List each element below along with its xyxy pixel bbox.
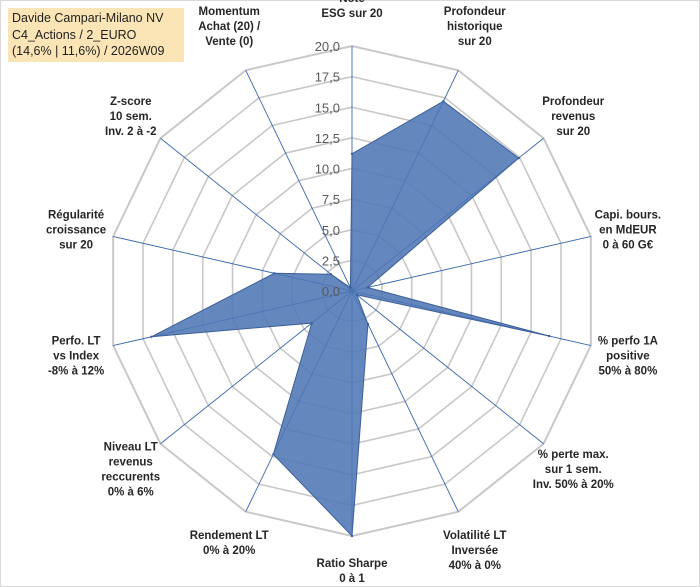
- category-label-line: 0% à 20%: [203, 545, 255, 557]
- category-label-line: Perfo. LT: [52, 335, 101, 347]
- category-label-line: Volatilité LT: [443, 530, 506, 542]
- category-label: % perte max. sur 1 sem. Inv. 50% à 20%: [533, 449, 614, 491]
- category-label-line: ESG sur 20: [321, 8, 382, 20]
- category-label-line: 0% à 6%: [108, 486, 154, 498]
- data-point: [517, 156, 520, 160]
- data-point: [150, 335, 153, 338]
- category-label-line: Vente (0): [205, 36, 253, 48]
- data-point: [442, 99, 445, 103]
- category-label-line: revenus: [551, 111, 595, 123]
- data-point: [350, 534, 354, 538]
- category-label: Capi. bours. en MdEUR 0 à 60 G€: [595, 210, 661, 252]
- category-label: % perfo 1A positive 50% à 80%: [598, 335, 658, 377]
- category-label: Profondeur historique sur 20: [444, 6, 506, 48]
- data-point: [272, 453, 275, 456]
- category-label: Niveau LT revenus reccurents 0% à 6%: [101, 441, 160, 498]
- title-line-2: C4_Actions / 2_EURO: [12, 27, 137, 42]
- category-label-line: 40% à 0%: [449, 560, 501, 572]
- title-line-3: (14,6% | 11,6%) / 2026W09: [12, 44, 165, 58]
- category-label: Z-score 10 sem. Inv. 2 à -2: [105, 96, 157, 138]
- category-label: Volatilité LT Inversée 40% à 0%: [443, 530, 506, 572]
- category-label-line: vs Index: [53, 350, 100, 362]
- category-label-line: Niveau LT: [104, 441, 158, 453]
- tick-label: 5,0: [322, 223, 340, 238]
- category-label-line: 50% à 80%: [598, 365, 657, 377]
- category-label: Rendement LT 0% à 20%: [190, 530, 269, 557]
- category-label: Momentum Achat (20) / Vente (0): [198, 6, 261, 48]
- category-label-line: % perfo 1A: [598, 335, 658, 347]
- category-label-line: Z-score: [110, 96, 152, 108]
- category-label: Perfo. LT vs Index -8% à 12%: [48, 335, 104, 377]
- title-box: Davide Campari-Milano NV C4_Actions / 2_…: [8, 8, 184, 62]
- tick-label: 0,0: [322, 284, 340, 299]
- data-point: [547, 334, 551, 338]
- axis-spoke: [351, 290, 544, 445]
- category-label-line: Ratio Sharpe: [317, 558, 388, 570]
- category-label-line: Inv. 2 à -2: [105, 126, 157, 138]
- category-label-line: Note: [339, 0, 365, 5]
- category-label-line: Profondeur: [444, 6, 506, 18]
- category-label-line: croissance: [46, 225, 106, 237]
- category-label-line: sur 20: [458, 36, 492, 48]
- category-label: Ratio Sharpe 0 à 1: [317, 558, 388, 585]
- category-label-line: 0 à 1: [339, 573, 365, 585]
- category-label-line: 10 sem.: [110, 111, 152, 123]
- data-point: [350, 152, 354, 155]
- data-point: [355, 293, 358, 297]
- axis-spoke: [160, 137, 353, 292]
- category-label-line: % perte max.: [538, 449, 609, 461]
- category-label-line: en MdEUR: [599, 225, 657, 237]
- category-label-line: sur 1 sem.: [545, 464, 602, 476]
- data-point: [273, 272, 276, 275]
- series-area: [151, 100, 550, 538]
- category-label-line: sur 20: [556, 126, 590, 138]
- tick-label: 17,5: [315, 70, 340, 85]
- data-point: [329, 272, 333, 276]
- axis-spoke: [245, 70, 353, 292]
- category-label-line: -8% à 12%: [48, 365, 104, 377]
- category-label-line: Inversée: [451, 545, 498, 557]
- tick-label: 12,5: [315, 131, 340, 146]
- tick-label: 7,5: [322, 192, 340, 207]
- category-label: Note ESG sur 20: [321, 0, 382, 20]
- category-label-line: revenus: [109, 456, 153, 468]
- category-label-line: Profondeur: [542, 96, 604, 108]
- category-label: Régularité croissance sur 20: [46, 210, 106, 252]
- category-label-line: reccurents: [101, 471, 160, 483]
- data-point: [310, 321, 313, 325]
- tick-label-layer: 0,0 2,5 5,0 7,5 10,0 12,5 15,0 17,5 20,0: [315, 39, 340, 299]
- category-label-line: Capi. bours.: [595, 210, 661, 222]
- category-label-line: Régularité: [48, 210, 104, 222]
- data-point: [366, 286, 369, 289]
- data-point: [349, 286, 352, 289]
- category-label-line: Momentum: [199, 6, 260, 18]
- title-line-1: Davide Campari-Milano NV: [12, 11, 164, 25]
- axis-spoke: [351, 290, 459, 512]
- category-label-line: 0 à 60 G€: [603, 240, 654, 252]
- category-label: Profondeur revenus sur 20: [542, 96, 604, 138]
- series-layer: [150, 99, 551, 538]
- category-label-line: positive: [606, 350, 649, 362]
- category-label-line: Rendement LT: [190, 530, 269, 542]
- category-label-line: sur 20: [59, 240, 93, 252]
- data-point: [366, 322, 370, 326]
- category-label-line: historique: [447, 21, 503, 33]
- category-label-line: Inv. 50% à 20%: [533, 479, 614, 491]
- tick-label: 10,0: [315, 162, 340, 177]
- axis-label-layer: Note ESG sur 20 Profondeur historique sur 20…: [46, 0, 661, 585]
- axis-spoke: [351, 236, 591, 292]
- tick-label: 15,0: [315, 100, 340, 115]
- tick-label: 2,5: [322, 253, 340, 268]
- category-label-line: Achat (20) /: [198, 21, 261, 33]
- tick-label: 20,0: [315, 39, 340, 54]
